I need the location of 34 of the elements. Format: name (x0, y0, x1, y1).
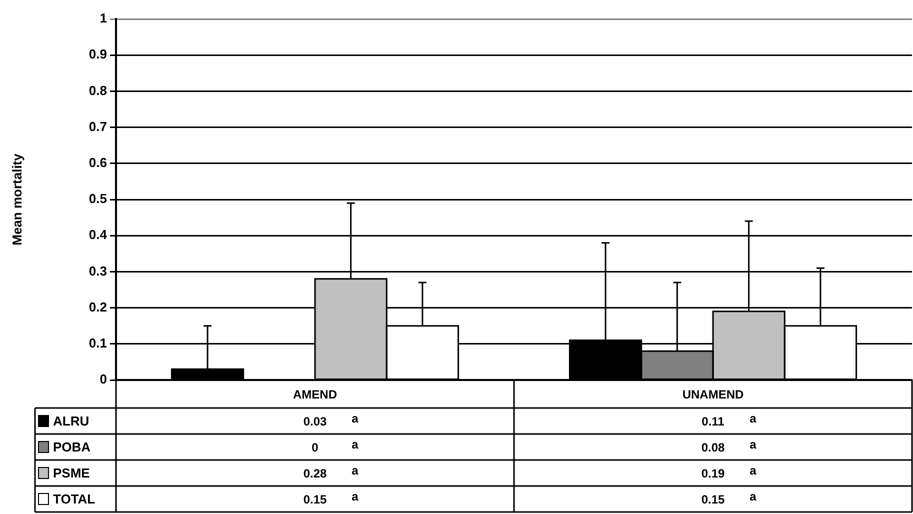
data-label: 0.28 (303, 466, 327, 480)
y-tick-label: 0.4 (88, 227, 108, 242)
y-tick-label: 0.7 (88, 118, 107, 134)
y-tick-label: 0.8 (88, 82, 107, 98)
y-tick-label: 0 (100, 372, 107, 387)
y-tick-label: 0.5 (88, 191, 107, 206)
data-label: 0 (312, 440, 319, 454)
text: a (750, 463, 757, 478)
data-label: 0.11 (702, 414, 725, 428)
data-label: 0.15 (701, 492, 725, 506)
legend-label: POBA (53, 440, 92, 455)
data-label: 0.15 (303, 492, 327, 506)
y-tick-label: 1 (100, 10, 107, 26)
text: a (750, 437, 757, 452)
y-tick-label: 0.2 (88, 299, 107, 314)
y-tick-label: 0.1 (88, 335, 107, 350)
legend-label: TOTAL (53, 492, 96, 507)
y-tick-label: 0.3 (88, 263, 107, 278)
legend-label: PSME (53, 466, 90, 481)
text: a (352, 437, 359, 452)
data-label: 0.19 (701, 466, 725, 480)
legend-label: ALRU (53, 414, 90, 429)
text: a (750, 489, 757, 504)
y-tick-label: 0.9 (88, 46, 107, 62)
text: a (352, 489, 359, 504)
text: a (352, 463, 359, 478)
text: a (352, 411, 359, 426)
y-tick-label: 0.6 (88, 154, 107, 170)
x-tick-label: AMEND (293, 388, 338, 402)
data-label: 0.03 (303, 414, 327, 428)
y-axis-title: Mean mortality (9, 152, 24, 246)
x-tick-label: UNAMEND (682, 388, 744, 402)
text: a (750, 411, 757, 426)
data-label: 0.08 (701, 440, 725, 454)
